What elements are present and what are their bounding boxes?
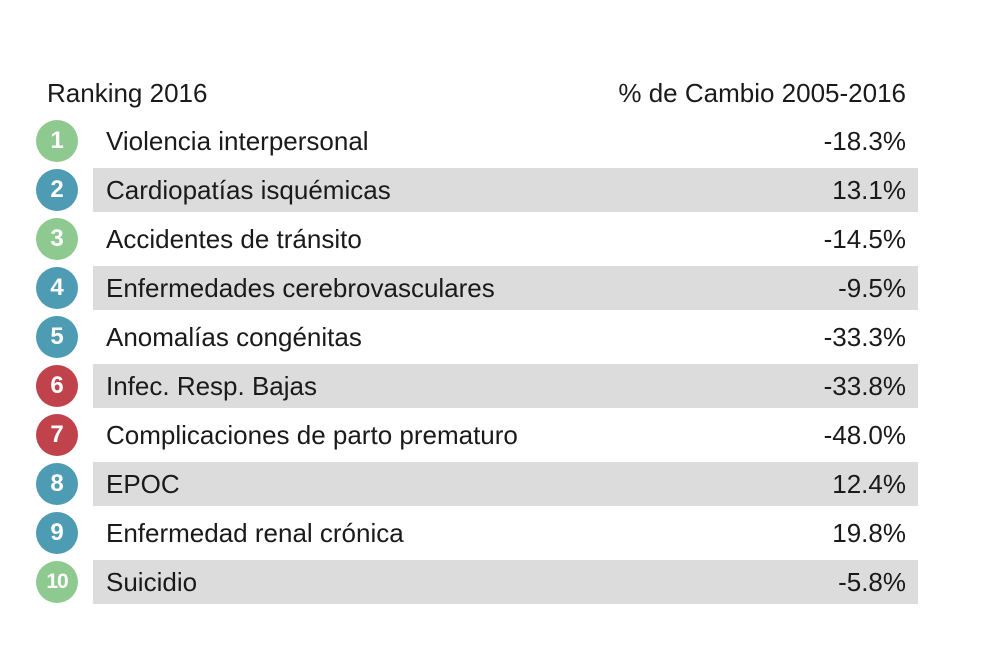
row-band [93,560,918,604]
cause-label: EPOC [106,469,180,499]
rank-badge: 3 [36,218,78,260]
table-row: 6 Infec. Resp. Bajas -33.8% [0,364,986,408]
cause-label: Violencia interpersonal [106,126,369,156]
cause-label: Complicaciones de parto prematuro [106,420,518,450]
table-row: 1 Violencia interpersonal -18.3% [0,119,986,163]
table-row: 5 Anomalías congénitas -33.3% [0,315,986,359]
rank-badge: 7 [36,414,78,456]
change-value: -18.3% [823,126,906,156]
row-band [93,462,918,506]
change-value: -48.0% [823,420,906,450]
rank-badge: 10 [36,561,78,603]
change-value: 12.4% [832,469,906,499]
header-ranking: Ranking 2016 [47,78,208,108]
change-value: 13.1% [832,175,906,205]
change-value: 19.8% [832,518,906,548]
rank-badge: 6 [36,365,78,407]
change-value: -14.5% [823,224,906,254]
cause-label: Cardiopatías isquémicas [106,175,391,205]
header-change: % de Cambio 2005-2016 [618,78,906,108]
rank-badge: 1 [36,120,78,162]
rank-badge: 9 [36,512,78,554]
rank-badge: 5 [36,316,78,358]
cause-label: Enfermedad renal crónica [106,518,404,548]
cause-label: Suicidio [106,567,198,597]
rank-badge: 2 [36,169,78,211]
row-band [93,168,918,212]
change-value: -33.8% [823,371,906,401]
cause-label: Anomalías congénitas [106,322,362,352]
table-row: 3 Accidentes de tránsito -14.5% [0,217,986,261]
change-value: -33.3% [823,322,906,352]
cause-label: Enfermedades cerebrovasculares [106,273,495,303]
rank-badge: 4 [36,267,78,309]
table-row: 2 Cardiopatías isquémicas 13.1% [0,168,986,212]
table-row: 9 Enfermedad renal crónica 19.8% [0,511,986,555]
cause-label: Accidentes de tránsito [106,224,362,254]
change-value: -5.8% [838,567,906,597]
cause-label: Infec. Resp. Bajas [106,371,317,401]
table-row: 8 EPOC 12.4% [0,462,986,506]
row-band [93,266,918,310]
table-row: 4 Enfermedades cerebrovasculares -9.5% [0,266,986,310]
table-row: 7 Complicaciones de parto prematuro -48.0% [0,413,986,457]
table-row: 10 Suicidio -5.8% [0,560,986,604]
rank-badge: 8 [36,463,78,505]
change-value: -9.5% [838,273,906,303]
row-band [93,364,918,408]
